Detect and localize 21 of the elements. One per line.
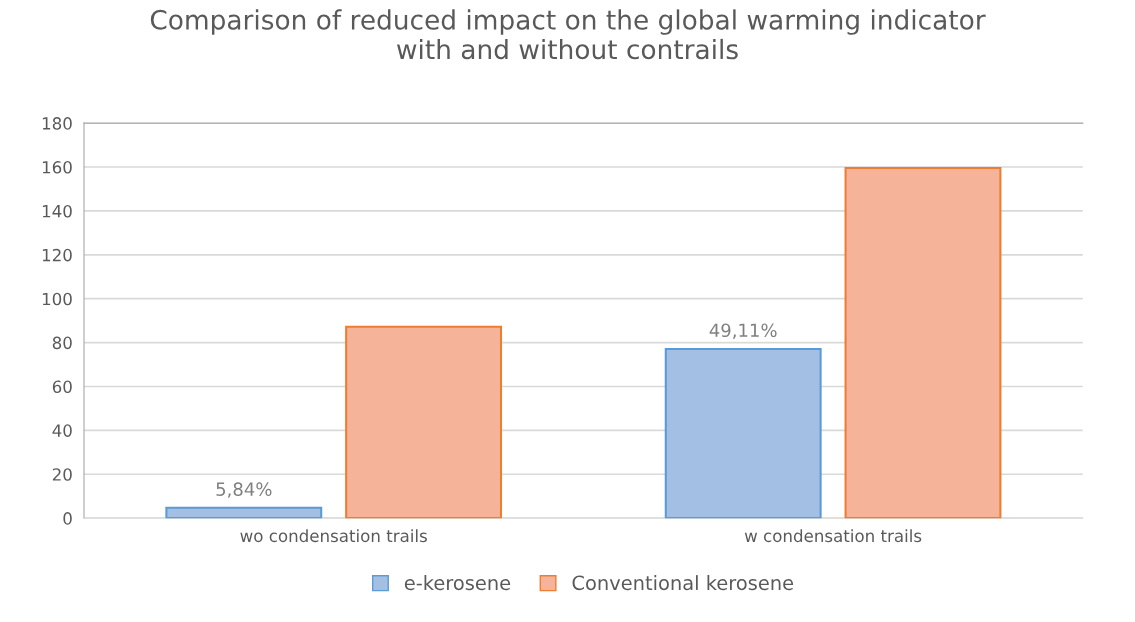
bar xyxy=(345,325,503,519)
y-tick-label: 180 xyxy=(42,117,72,130)
annotation: 49,11% xyxy=(709,323,777,339)
y-tick-label: 60 xyxy=(52,380,72,394)
y-tick-label: 40 xyxy=(52,424,72,437)
y-tick-label: 140 xyxy=(42,204,72,218)
bar xyxy=(844,166,1002,519)
legend-label: e-kerosene xyxy=(404,575,511,591)
y-tick-label: 160 xyxy=(42,161,72,174)
y-tick-label: 120 xyxy=(42,248,72,262)
y-tick-label: 0 xyxy=(63,512,72,525)
y-tick-label: 100 xyxy=(42,292,72,306)
y-tick-label: 80 xyxy=(52,336,72,350)
bar xyxy=(664,347,822,519)
bar xyxy=(165,506,323,519)
x-tick-label: w condensation trails xyxy=(744,529,922,543)
legend-label: Conventional kerosene xyxy=(572,575,794,591)
x-tick-label: wo condensation trails xyxy=(240,529,427,543)
y-tick-label: 20 xyxy=(52,468,72,481)
chart-title: Comparison of reduced impact on the global warming indicator with and without contrails xyxy=(150,9,986,60)
annotation: 5,84% xyxy=(216,482,272,498)
